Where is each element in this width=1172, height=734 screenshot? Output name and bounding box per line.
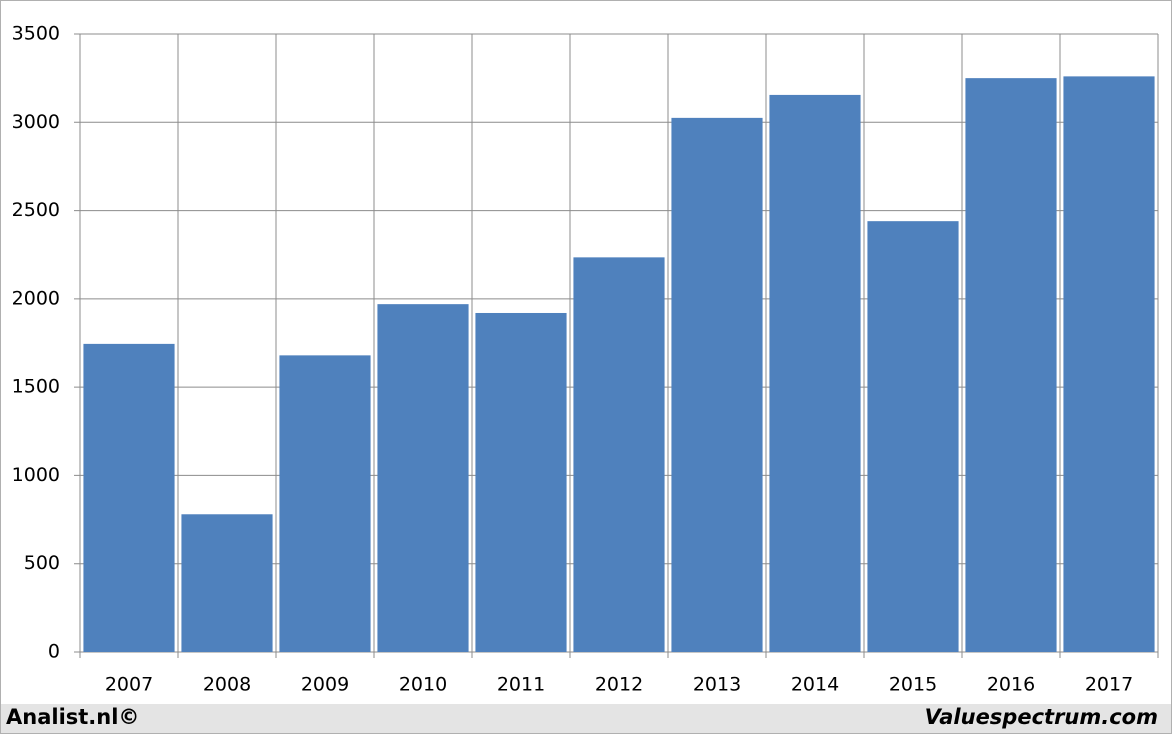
x-tick-label: 2017 bbox=[1085, 674, 1133, 696]
y-tick-label: 2000 bbox=[12, 287, 60, 309]
x-tick-label: 2015 bbox=[889, 674, 937, 696]
footer-left: Analist.nl© bbox=[6, 705, 139, 729]
y-tick-label: 3500 bbox=[12, 23, 60, 45]
bar bbox=[181, 514, 273, 652]
y-tick-label: 1500 bbox=[12, 376, 60, 398]
x-tick-label: 2014 bbox=[791, 674, 839, 696]
x-tick-label: 2016 bbox=[987, 674, 1035, 696]
bar bbox=[965, 78, 1057, 652]
x-tick-label: 2009 bbox=[301, 674, 349, 696]
x-tick-label: 2013 bbox=[693, 674, 741, 696]
footer-band bbox=[1, 704, 1171, 733]
y-tick-label: 3000 bbox=[12, 111, 60, 133]
x-tick-label: 2008 bbox=[203, 674, 251, 696]
bar bbox=[83, 343, 175, 652]
bar bbox=[769, 94, 861, 653]
y-tick-label: 0 bbox=[48, 641, 60, 663]
bar bbox=[867, 221, 959, 652]
x-tick-label: 2012 bbox=[595, 674, 643, 696]
bar bbox=[279, 355, 371, 652]
y-tick-label: 1000 bbox=[12, 464, 60, 486]
x-tick-label: 2007 bbox=[105, 674, 153, 696]
y-tick-label: 2500 bbox=[12, 199, 60, 221]
bar bbox=[475, 312, 567, 652]
bar bbox=[377, 304, 469, 652]
x-tick-label: 2011 bbox=[497, 674, 545, 696]
x-tick-label: 2010 bbox=[399, 674, 447, 696]
bar bbox=[671, 117, 763, 652]
footer-right: Valuespectrum.com bbox=[925, 705, 1158, 729]
bar bbox=[573, 257, 665, 652]
y-tick-label: 500 bbox=[24, 552, 60, 574]
bar bbox=[1063, 76, 1155, 653]
